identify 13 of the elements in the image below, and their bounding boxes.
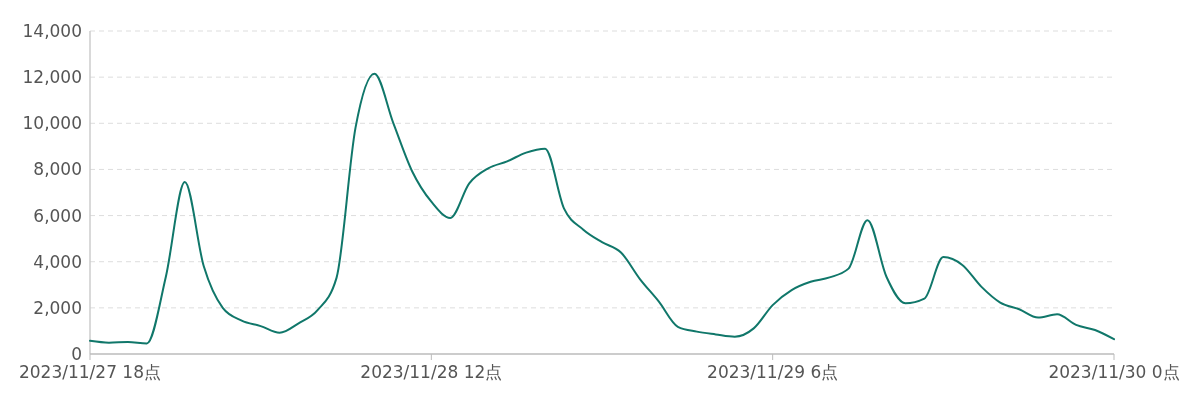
y-tick-label: 4,000 — [33, 251, 82, 272]
line-series — [89, 72, 1115, 345]
x-tick-label: 2023/11/30 0点 — [1048, 362, 1180, 382]
y-tick-label: 6,000 — [33, 205, 82, 226]
y-tick-label: 2,000 — [33, 297, 82, 318]
x-tick-label: 2023/11/28 12点 — [360, 362, 503, 382]
x-tick-label: 2023/11/29 6点 — [707, 362, 839, 382]
y-tick-label: 14,000 — [22, 20, 82, 41]
y-tick-label: 10,000 — [22, 113, 82, 134]
y-tick-label: 0 — [71, 343, 82, 364]
y-tick-label: 8,000 — [33, 159, 82, 180]
y-tick-label: 12,000 — [22, 67, 82, 88]
x-tick-label: 2023/11/27 18点 — [18, 362, 162, 382]
